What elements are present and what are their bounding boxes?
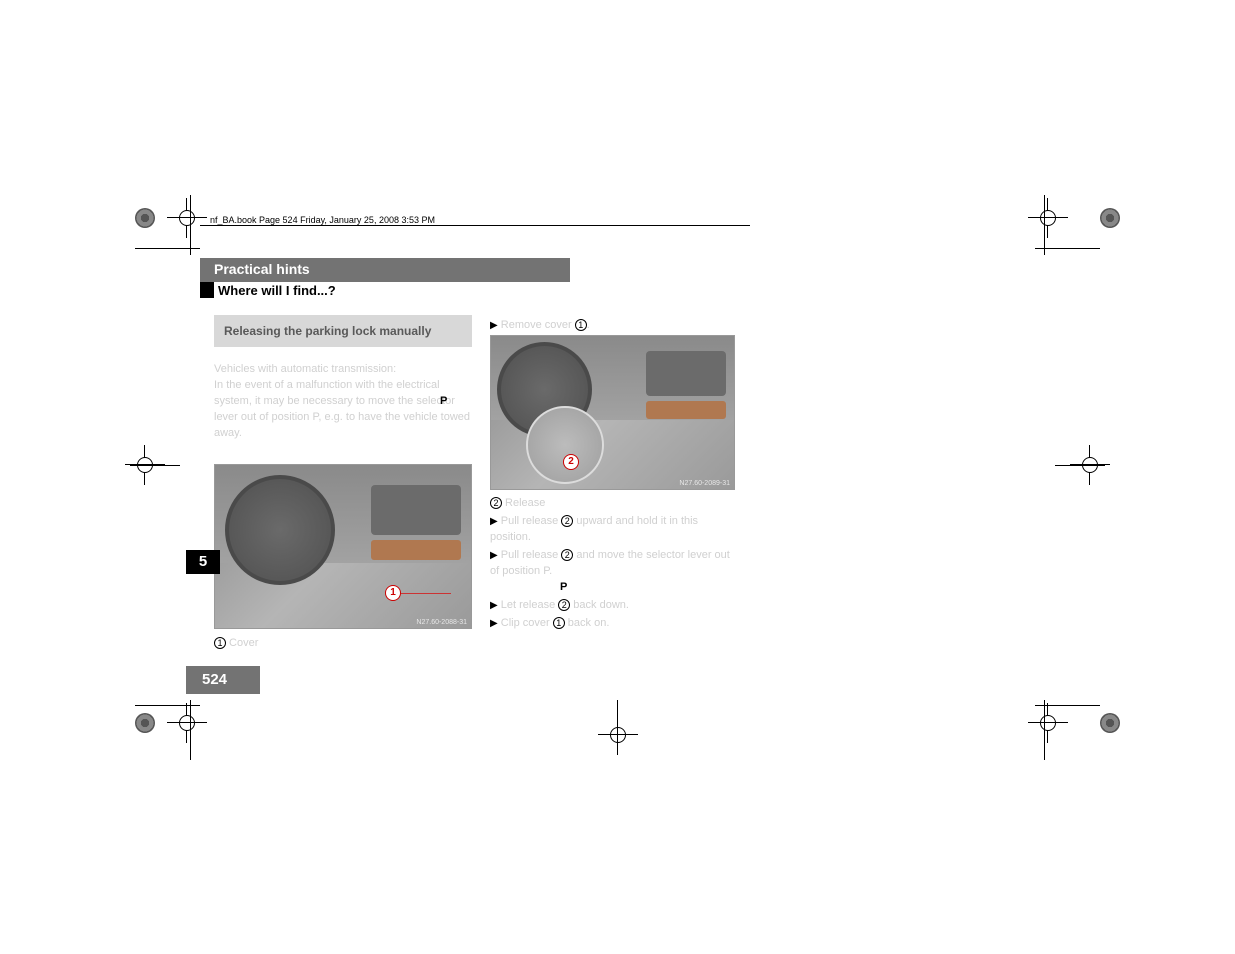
step-2-text: Pull release bbox=[501, 515, 562, 527]
circled-1: 1 bbox=[214, 637, 226, 649]
chapter-title: Practical hints bbox=[214, 261, 310, 277]
gear-p-1: P bbox=[440, 394, 447, 410]
circled-num: 2 bbox=[561, 515, 573, 527]
figure-1: 1 N27.60-2088-31 bbox=[214, 464, 472, 629]
triangle-icon: ▶ bbox=[490, 600, 498, 611]
section-marker bbox=[200, 282, 214, 298]
subsection-box: Releasing the parking lock manually bbox=[214, 315, 472, 347]
reg-mark-mr bbox=[1050, 445, 1110, 505]
triangle-icon: ▶ bbox=[490, 550, 498, 561]
reg-line bbox=[1044, 195, 1045, 255]
page-number: 524 bbox=[186, 666, 260, 694]
thumb-tab: 5 bbox=[186, 550, 220, 574]
reg-line bbox=[1055, 465, 1105, 466]
circled-num: 2 bbox=[561, 549, 573, 561]
circled-num: 2 bbox=[558, 599, 570, 611]
caption-2: 2 Release bbox=[490, 496, 545, 512]
step-4-suffix: back down. bbox=[570, 599, 629, 611]
caption-1-text: Cover bbox=[226, 637, 258, 649]
step-4: ▶ Let release 2 back down. bbox=[490, 598, 735, 614]
step-5-text: Clip cover bbox=[501, 617, 553, 629]
triangle-icon: ▶ bbox=[490, 516, 498, 527]
reg-mark-tl bbox=[135, 198, 195, 258]
step-1: ▶ Remove cover 1. bbox=[490, 318, 590, 334]
step-3: ▶ Pull release 2 and move the selector l… bbox=[490, 548, 735, 580]
step-5: ▶ Clip cover 1 back on. bbox=[490, 616, 735, 632]
gear-p-2: P bbox=[560, 580, 567, 596]
reg-mark-bl bbox=[135, 695, 195, 755]
section-title: Where will I find...? bbox=[218, 283, 336, 298]
reg-line bbox=[1044, 700, 1045, 760]
triangle-icon: ▶ bbox=[490, 618, 498, 629]
circled-num: 1 bbox=[575, 319, 587, 331]
caption-1: 1 Cover bbox=[214, 636, 258, 652]
circled-num: 1 bbox=[553, 617, 565, 629]
figure-2-watermark: N27.60-2089-31 bbox=[679, 480, 730, 487]
reg-line bbox=[190, 195, 191, 255]
reg-mark-br bbox=[1040, 695, 1100, 755]
reg-mark-tr bbox=[1040, 198, 1100, 258]
step-1-suffix: . bbox=[587, 319, 590, 331]
figure-callout-2: 2 bbox=[563, 454, 579, 470]
manual-page: nf_BA.book Page 524 Friday, January 25, … bbox=[200, 200, 1035, 754]
step-4-text: Let release bbox=[501, 599, 558, 611]
circled-2: 2 bbox=[490, 497, 502, 509]
reg-line bbox=[190, 700, 191, 760]
figure-1-watermark: N27.60-2088-31 bbox=[416, 619, 467, 626]
book-header-text: nf_BA.book Page 524 Friday, January 25, … bbox=[210, 215, 435, 225]
book-header-rule bbox=[200, 225, 750, 226]
reg-line bbox=[130, 465, 180, 466]
reg-mark-ml bbox=[125, 445, 185, 505]
figure-callout-1: 1 bbox=[385, 585, 401, 601]
step-1-text: Remove cover bbox=[501, 319, 575, 331]
triangle-icon: ▶ bbox=[490, 320, 498, 331]
step-2: ▶ Pull release 2 upward and hold it in t… bbox=[490, 514, 735, 546]
intro-text: Vehicles with automatic transmission: In… bbox=[214, 362, 472, 442]
step-5-suffix: back on. bbox=[565, 617, 610, 629]
step-3-text: Pull release bbox=[501, 549, 562, 561]
caption-2-text: Release bbox=[502, 497, 545, 509]
figure-2: 2 N27.60-2089-31 bbox=[490, 335, 735, 490]
